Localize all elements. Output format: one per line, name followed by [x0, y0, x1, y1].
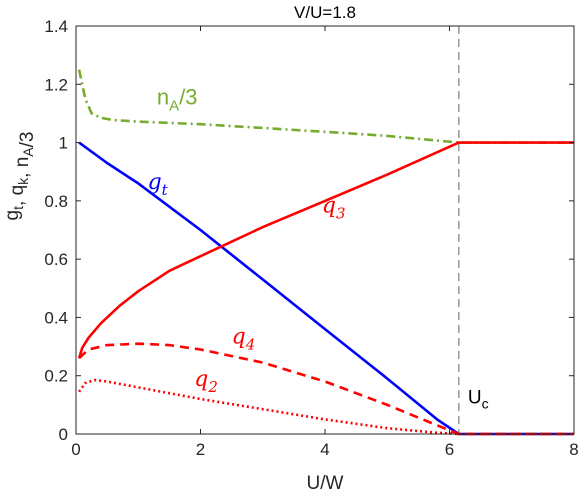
x-tick-label: 2: [196, 440, 205, 459]
y-axis-title-sub: A: [20, 147, 36, 157]
y-tick-label: 0.8: [44, 192, 68, 211]
y-axis-title-part: g: [2, 210, 23, 221]
series-line-nA: [77, 69, 574, 144]
y-tick-label: 1: [59, 134, 68, 153]
series-line-q4: [78, 342, 574, 436]
x-tick-label: 4: [320, 440, 329, 459]
critical-line-label: Uc: [468, 387, 489, 411]
y-axis-title-sub: t: [10, 206, 26, 210]
series-line-gt: [78, 141, 574, 436]
curve-label-nA: nA/3: [157, 85, 198, 115]
y-axis-title-part: , n: [12, 157, 33, 178]
series-layer: [77, 26, 574, 436]
y-axis-title-part: , q: [7, 185, 28, 206]
axes-layer: 0 2 4 6 8 0 0.2 0.4 0.6 0.8 1 1.2 1.4: [44, 17, 578, 459]
curve-label-q2: q2: [194, 367, 218, 396]
curve-label-q3: q3: [322, 194, 346, 223]
x-axis-title: U/W: [307, 473, 344, 494]
y-axis-title-sub: k: [15, 177, 31, 185]
y-tick-label: 0: [59, 425, 68, 444]
curve-label-q4: q4: [232, 325, 256, 354]
y-tick-label: 1.4: [44, 17, 68, 36]
plot-frame: [75, 25, 575, 435]
x-tick-label: 6: [445, 440, 454, 459]
y-tick-label: 1.2: [44, 75, 68, 94]
x-tick-label: 0: [71, 440, 80, 459]
series-line-q2: [78, 378, 574, 436]
y-tick-label: 0.6: [44, 250, 68, 269]
y-axis-title: gt, qk, nA/3: [2, 132, 38, 221]
series-line-q3: [77, 141, 574, 359]
y-axis-title-part: /3: [17, 132, 38, 148]
x-tick-label: 8: [569, 440, 578, 459]
annotation-layer: Uc nA/3 gt q3 q4 q2: [148, 85, 489, 412]
curve-label-gt: gt: [148, 170, 169, 199]
y-tick-label: 0.4: [44, 308, 68, 327]
y-tick-label: 0.2: [44, 367, 68, 386]
chart-title: V/U=1.8: [294, 3, 356, 22]
